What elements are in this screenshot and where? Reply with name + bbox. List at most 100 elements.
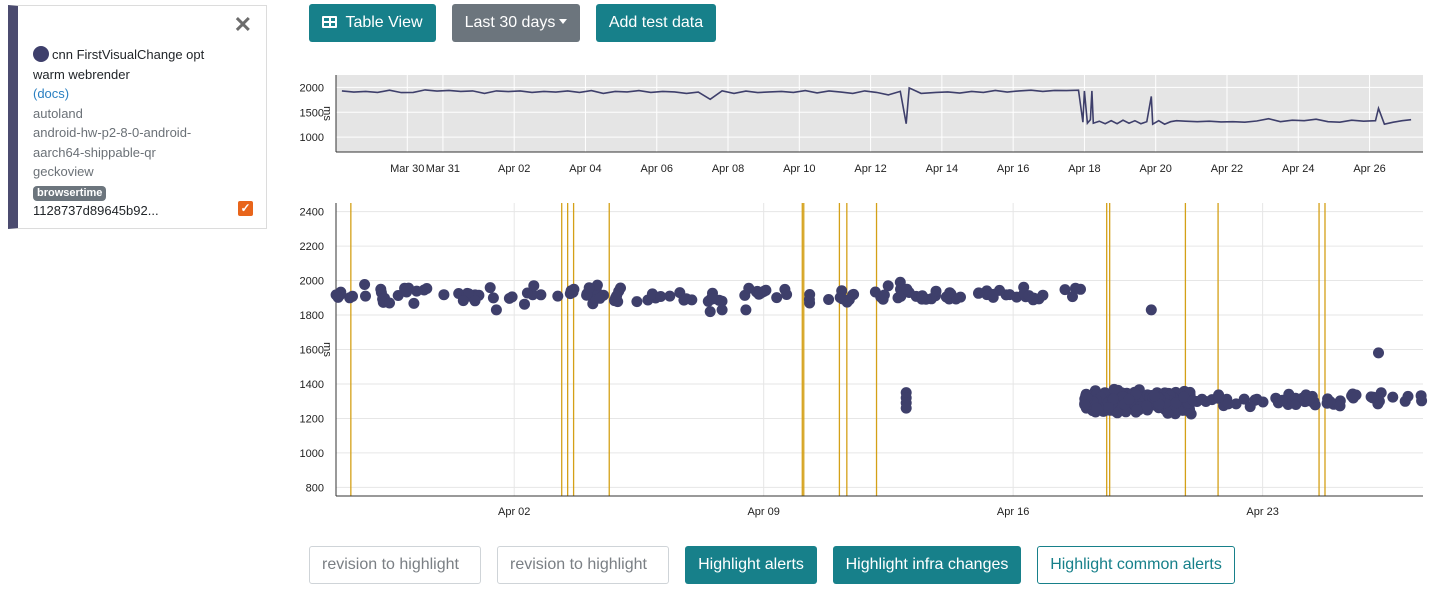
platform-line-1: android-hw-p2-8-0-android- <box>33 125 192 140</box>
data-point <box>901 283 913 295</box>
overview-plot-background <box>336 75 1423 152</box>
data-point <box>1230 398 1242 410</box>
time-range-dropdown[interactable]: Last 30 days <box>452 4 580 42</box>
detail-y-tick-label: 1400 <box>300 379 324 391</box>
data-point <box>457 295 469 307</box>
overview-series-line <box>341 86 1412 126</box>
docs-link[interactable]: (docs) <box>33 86 70 101</box>
add-test-data-button[interactable]: Add test data <box>596 4 716 42</box>
table-view-button[interactable]: Table View <box>309 4 436 42</box>
detail-y-tick-label: 1800 <box>300 310 324 322</box>
data-point <box>1023 290 1035 302</box>
data-point <box>1059 284 1071 296</box>
data-point <box>487 292 499 304</box>
data-point <box>823 294 835 305</box>
add-test-data-label: Add test data <box>608 14 704 31</box>
repo-label: autoland <box>33 105 83 121</box>
data-point <box>707 293 719 305</box>
detail-chart[interactable]: 800 1000 1200 1400 1600 1800 2000 2200 2400 Apr 0… <box>0 195 1453 535</box>
framework-badge: browsertime <box>33 185 107 201</box>
data-point <box>916 290 928 302</box>
close-icon[interactable]: ✕ <box>233 12 252 37</box>
overview-x-tick-label: Apr 26 <box>1353 163 1385 175</box>
overview-x-tick-label: Apr 12 <box>854 163 886 175</box>
data-point <box>1123 393 1135 405</box>
revision-highlight-input-1[interactable] <box>309 546 481 584</box>
data-point <box>1070 282 1081 294</box>
data-point <box>878 289 890 301</box>
highlight-infra-changes-button[interactable]: Highlight infra changes <box>833 546 1021 584</box>
data-point <box>760 284 772 296</box>
revision-label: 1128737d89645b92... <box>33 203 159 218</box>
data-point <box>1178 391 1190 403</box>
data-point <box>1091 402 1103 414</box>
overview-x-tick-label: Apr 06 <box>641 163 673 175</box>
data-point <box>568 283 580 295</box>
data-point <box>408 297 420 309</box>
revision-highlight-input-2[interactable] <box>497 546 669 584</box>
data-point <box>1079 399 1091 411</box>
data-point <box>594 292 606 304</box>
data-point <box>1153 398 1165 410</box>
data-point <box>781 289 793 300</box>
detail-x-tick-label: Apr 02 <box>498 506 530 518</box>
overview-x-tick-label: Apr 18 <box>1068 163 1100 175</box>
overview-y-tick-label: 1500 <box>300 107 324 119</box>
data-point-outlier <box>894 276 906 288</box>
data-point <box>583 282 595 294</box>
data-point <box>882 280 894 292</box>
data-point <box>1416 395 1428 407</box>
data-point-outlier <box>900 402 912 414</box>
data-point <box>506 291 518 303</box>
detail-y-tick-label: 2400 <box>300 207 324 219</box>
data-point <box>1222 398 1234 410</box>
overview-x-tick-label: Apr 14 <box>926 163 958 175</box>
overview-x-tick-label: Apr 16 <box>997 163 1029 175</box>
data-point <box>411 285 423 297</box>
data-point <box>401 286 413 298</box>
series-legend-card: ✕ cnn FirstVisualChange opt warm webrend… <box>8 5 267 229</box>
detail-y-tick-label: 1600 <box>300 345 324 357</box>
overview-y-axis-label: ms <box>321 106 333 121</box>
data-point <box>552 290 564 302</box>
series-title[interactable]: cnn FirstVisualChange opt <box>33 45 243 65</box>
data-point <box>528 280 540 292</box>
data-point <box>631 296 643 308</box>
series-visible-checkbox[interactable]: ✓ <box>238 201 253 216</box>
overview-x-tick-label: Apr 20 <box>1139 163 1171 175</box>
data-point <box>664 290 676 302</box>
overview-chart[interactable]: 1000 1500 2000 Mar 30 Mar 31 Apr 02 Apr 04 Apr … <box>0 65 1453 250</box>
data-point-outlier <box>716 304 728 316</box>
highlight-alerts-button[interactable]: Highlight alerts <box>685 546 817 584</box>
overview-x-tick-label: Apr 24 <box>1282 163 1314 175</box>
data-point <box>521 287 533 299</box>
data-point <box>869 286 881 298</box>
data-point <box>771 292 783 304</box>
overview-x-tick-label: Apr 04 <box>569 163 601 175</box>
data-point <box>469 295 481 307</box>
data-point <box>1277 394 1288 406</box>
data-point <box>1303 394 1315 405</box>
overview-y-tick-label: 1000 <box>300 132 324 144</box>
data-point-outlier <box>704 306 716 318</box>
overview-x-tick-label: Apr 02 <box>498 163 530 175</box>
data-point <box>1257 396 1269 408</box>
series-name-line-2: warm webrender <box>33 66 130 82</box>
legend-body: cnn FirstVisualChange opt warm webrender… <box>33 45 243 221</box>
overview-x-tick-label: Apr 08 <box>712 163 744 175</box>
data-point <box>359 279 371 290</box>
data-point <box>1365 391 1377 403</box>
data-point <box>1387 391 1399 403</box>
highlight-common-alerts-button[interactable]: Highlight common alerts <box>1037 546 1235 584</box>
data-point <box>944 287 956 299</box>
detail-y-tick-label: 1000 <box>300 448 324 460</box>
data-point <box>332 291 344 303</box>
data-point <box>1111 407 1123 419</box>
data-point <box>1334 400 1346 412</box>
data-point <box>655 291 667 302</box>
data-point <box>1131 404 1143 416</box>
data-point <box>1149 390 1161 402</box>
overview-x-tick-label: Mar 30 <box>390 163 424 175</box>
data-point-outlier <box>384 297 395 309</box>
overview-x-tick-label: Apr 10 <box>783 163 815 175</box>
